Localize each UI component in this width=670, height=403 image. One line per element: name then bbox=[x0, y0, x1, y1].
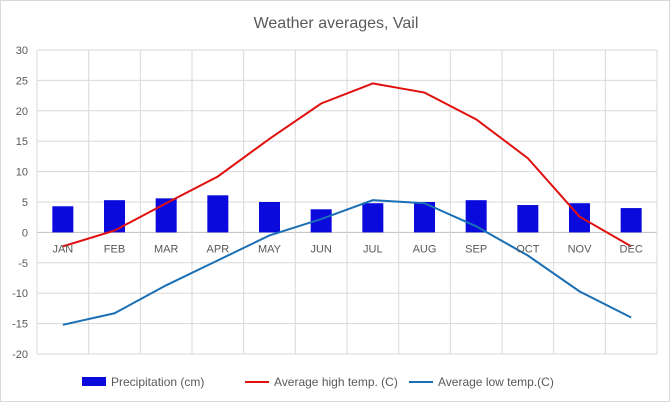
x-tick-label: FEB bbox=[104, 243, 125, 255]
y-tick-label: -10 bbox=[12, 288, 28, 300]
x-tick-label: OCT bbox=[516, 243, 540, 255]
precipitation-bar bbox=[362, 203, 383, 232]
y-tick-label: 30 bbox=[16, 45, 28, 57]
y-tick-label: 15 bbox=[16, 136, 28, 148]
y-tick-label: 20 bbox=[16, 106, 28, 118]
x-tick-label: DEC bbox=[620, 243, 643, 255]
y-tick-label: -20 bbox=[12, 349, 28, 361]
x-tick-label: NOV bbox=[568, 243, 593, 255]
x-tick-label: JAN bbox=[52, 243, 73, 255]
y-tick-label: -15 bbox=[12, 319, 28, 331]
x-tick-label: AUG bbox=[413, 243, 437, 255]
legend-label: Average high temp. (C) bbox=[274, 375, 398, 389]
y-tick-label: 10 bbox=[16, 167, 28, 179]
y-tick-label: 0 bbox=[22, 227, 28, 239]
y-tick-label: 5 bbox=[22, 197, 28, 209]
legend-swatch-bar bbox=[82, 377, 106, 386]
x-tick-label: JUN bbox=[310, 243, 331, 255]
legend-label: Average low temp.(C) bbox=[438, 375, 554, 389]
x-tick-label: MAY bbox=[258, 243, 282, 255]
precipitation-bar bbox=[52, 206, 73, 232]
y-tick-label: -5 bbox=[18, 258, 28, 270]
x-tick-label: JUL bbox=[363, 243, 383, 255]
precipitation-bar bbox=[207, 195, 228, 232]
x-tick-label: MAR bbox=[154, 243, 179, 255]
x-tick-label: SEP bbox=[465, 243, 487, 255]
precipitation-bar bbox=[466, 200, 487, 232]
chart-title: Weather averages, Vail bbox=[254, 15, 419, 32]
x-tick-label: APR bbox=[207, 243, 230, 255]
y-tick-label: 25 bbox=[16, 75, 28, 87]
legend-label: Precipitation (cm) bbox=[111, 375, 204, 389]
precipitation-bar bbox=[621, 208, 642, 232]
precipitation-bar bbox=[259, 202, 280, 232]
precipitation-bar bbox=[517, 205, 538, 232]
